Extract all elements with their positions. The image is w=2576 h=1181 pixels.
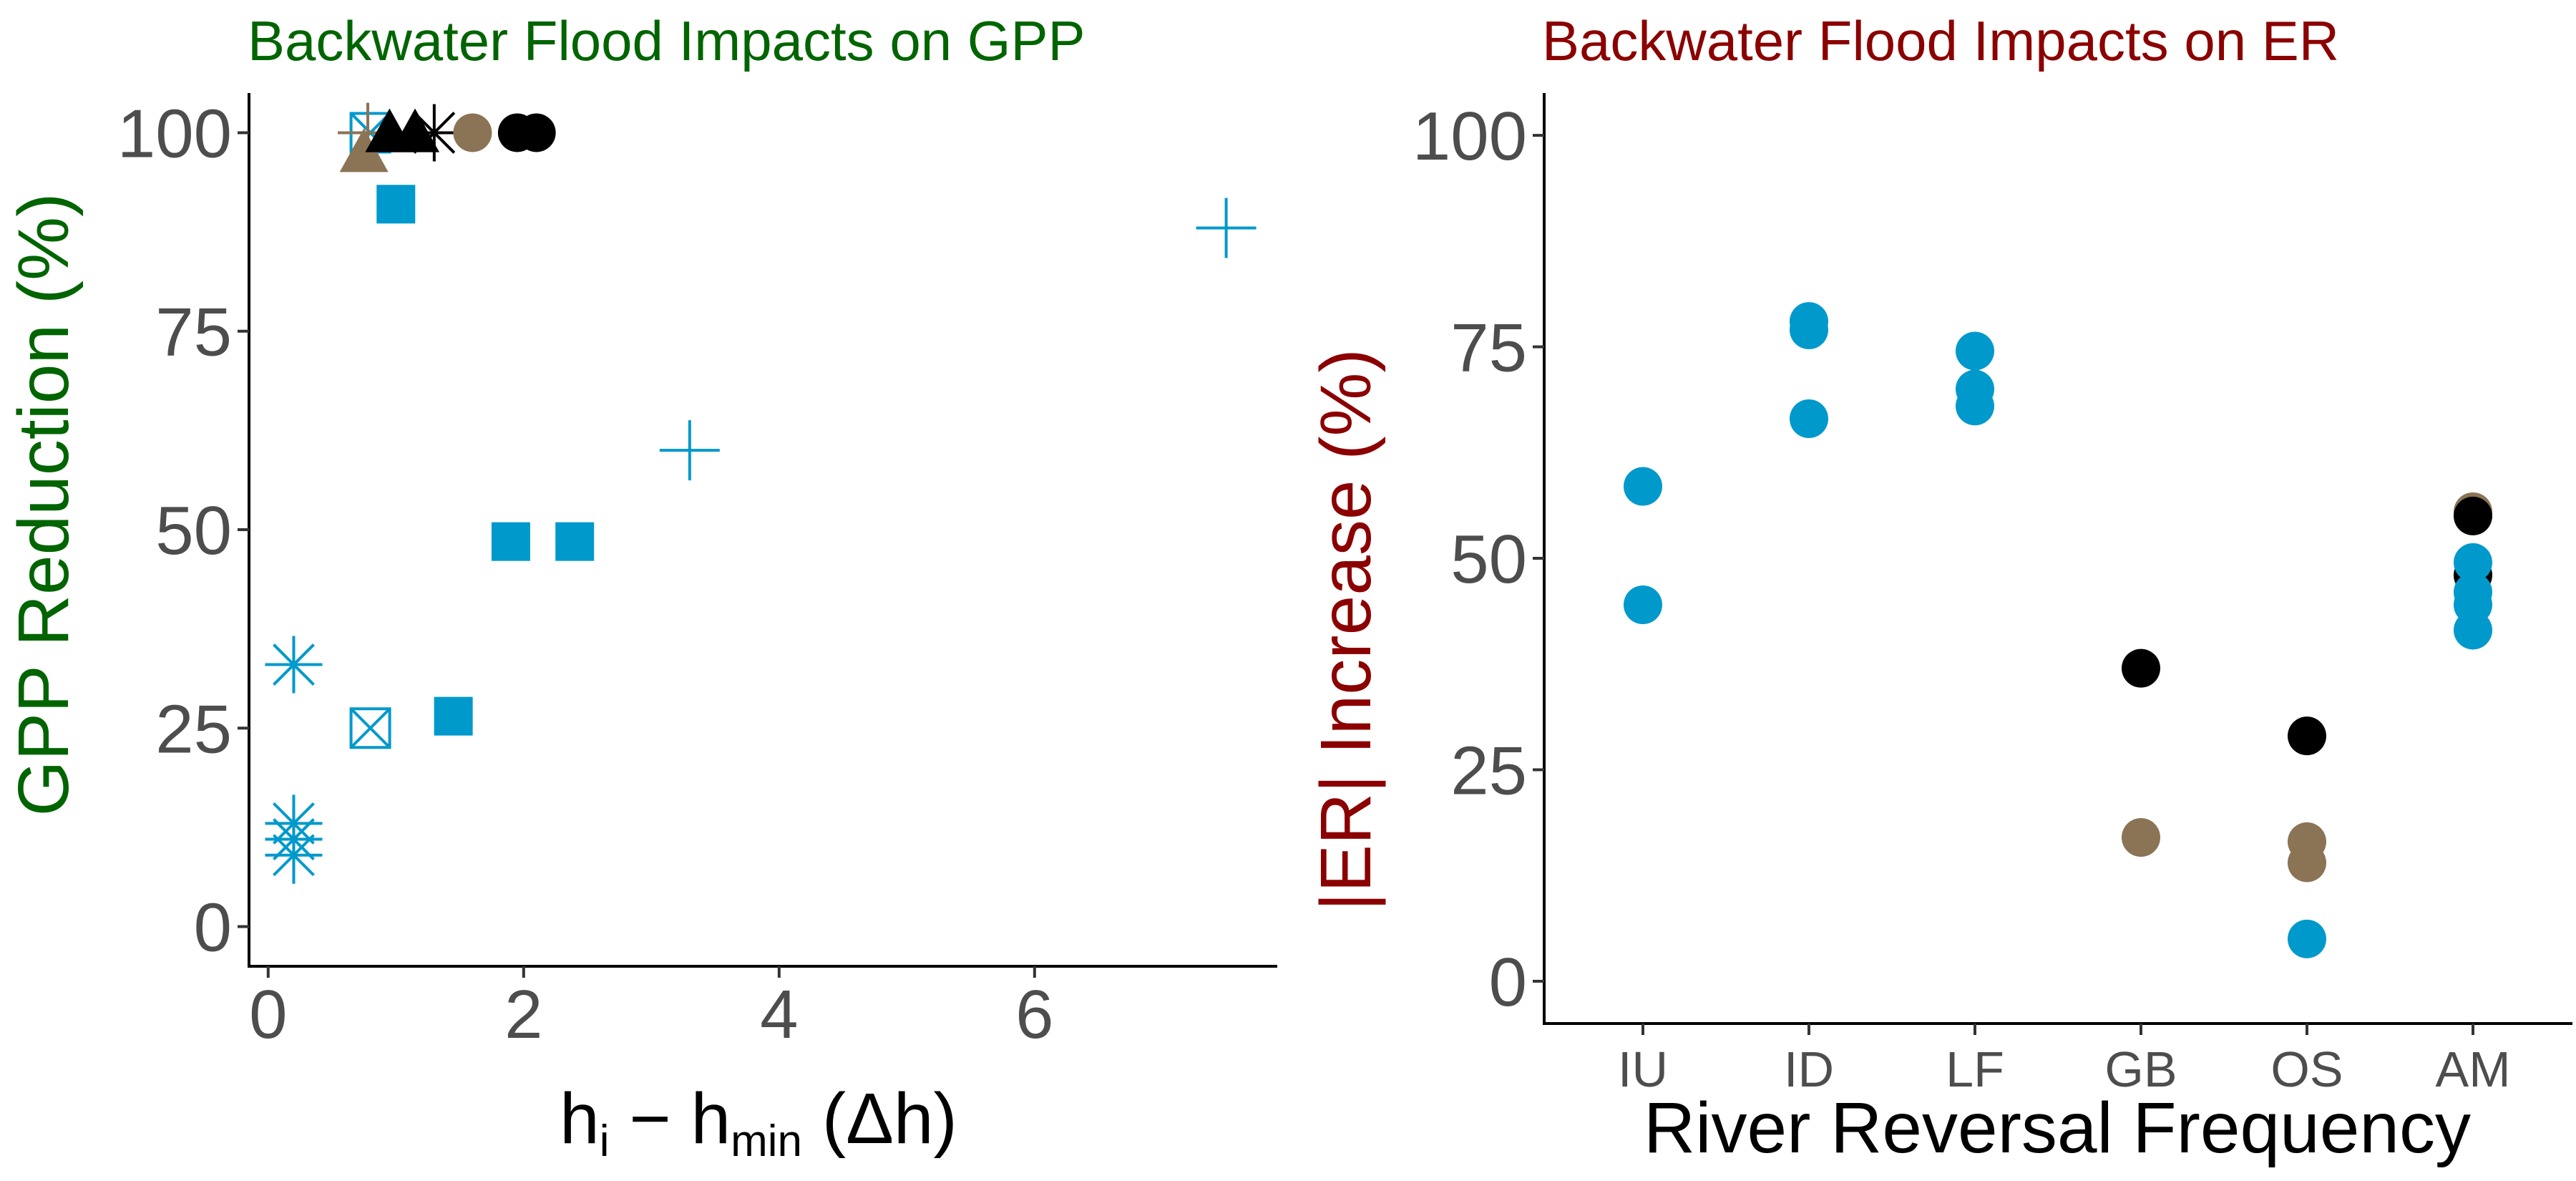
er-point-circle [1956,387,1994,426]
er-y-tick-label: 0 [1489,944,1527,1021]
gpp-point-boxx [349,707,391,749]
gpp-y-tick-label: 75 [155,294,232,371]
er-point-circle [1790,310,1828,349]
gpp-x-tick-label: 0 [249,976,287,1053]
gpp-x-axis-title-minus: − [610,1079,691,1159]
gpp-point-square [434,696,473,736]
er-ticks: 0 25 50 75 100 IU ID LF GB OS AM [1413,98,2511,1097]
er-y-tick-label: 50 [1450,521,1527,598]
er-point-circle [1790,399,1828,438]
boxx-square [349,707,391,749]
er-x-axis-title: River Reversal Frequency [1644,1088,2471,1168]
square-fill [555,522,595,561]
gpp-point-asterisk [265,826,323,884]
triangle-fill [339,128,389,172]
gpp-y-tick-label: 0 [194,890,232,966]
er-point-circle [1624,467,1662,506]
ast-d2 [273,834,315,877]
er-point-circle [2122,648,2160,688]
er-point-circle [2288,716,2326,756]
gpp-point-asterisk [405,104,463,162]
er-points [1624,302,2492,958]
er-y-axis-title-group: |ER| Increase (%) [1306,349,1386,911]
gpp-point-triangle [339,128,389,172]
gpp-y-tick-label: 100 [117,95,232,172]
er-point-circle [2454,496,2492,535]
er-point-circle [2454,543,2492,582]
er-point-circle [2288,843,2326,883]
gpp-x-tick-label: 4 [760,976,798,1053]
circle-fill [453,113,492,152]
er-x-tick-label: IU [1618,1041,1668,1097]
er-x-tick-label: OS [2270,1041,2343,1097]
er-point-circle [1956,331,1994,371]
er-y-tick-label: 25 [1450,732,1527,809]
ast-d2 [273,643,315,686]
gpp-x-axis-title-h: h [560,1079,600,1159]
gpp-y-tick-label: 25 [155,691,232,767]
gpp-y-axis-title: GPP Reduction (%) [4,193,84,817]
er-x-tick-label: GB [2104,1041,2177,1097]
gpp-point-square [491,522,530,561]
er-chart-title: Backwater Flood Impacts on ER [1542,9,2339,72]
gpp-point-square [376,185,416,224]
gpp-point-plus [659,420,720,481]
er-point-circle [1624,585,1662,624]
gpp-point-asterisk [265,636,323,694]
square-fill [376,185,416,224]
er-point-circle [2122,818,2160,857]
square-fill [434,696,473,736]
gpp-chart-title: Backwater Flood Impacts on GPP [248,9,1085,72]
gpp-x-tick-label: 2 [504,976,542,1053]
gpp-panel: Backwater Flood Impacts on GPP GPP Reduc… [4,9,1277,1166]
gpp-ticks: 0 25 50 75 100 0 2 4 6 [117,95,1054,1053]
square-fill [491,522,530,561]
er-y-tick-label: 75 [1450,310,1527,387]
gpp-x-axis-title-sub-i: i [600,1117,610,1166]
ast-d2 [413,112,456,154]
gpp-points [265,102,1257,884]
er-x-tick-label: AM [2436,1041,2511,1097]
gpp-point-circle [453,113,492,152]
er-panel: Backwater Flood Impacts on ER |ER| Incre… [1306,9,2572,1168]
er-y-axis-title: |ER| Increase (%) [1306,349,1386,911]
gpp-x-axis-title-h2: h [691,1079,731,1159]
gpp-point-square [555,522,595,561]
er-point-circle [2288,919,2326,958]
gpp-y-tick-label: 50 [155,492,232,569]
gpp-x-axis-title-delta: (Δh) [802,1079,957,1159]
gpp-x-axis-title: hi − hmin (Δh) [560,1079,957,1166]
er-x-tick-label: ID [1784,1041,1834,1097]
gpp-y-axis-title-group: GPP Reduction (%) [4,193,84,817]
circle-fill [517,113,556,152]
gpp-x-axis-title-sub-min: min [731,1117,802,1166]
gpp-point-circle [517,113,556,152]
gpp-x-tick-label: 6 [1015,976,1053,1053]
boxx-d2 [350,707,391,749]
er-point-circle [2454,611,2492,650]
er-y-tick-label: 100 [1413,98,1527,175]
er-x-tick-label: LF [1946,1041,2004,1097]
gpp-point-plus [1196,198,1257,258]
